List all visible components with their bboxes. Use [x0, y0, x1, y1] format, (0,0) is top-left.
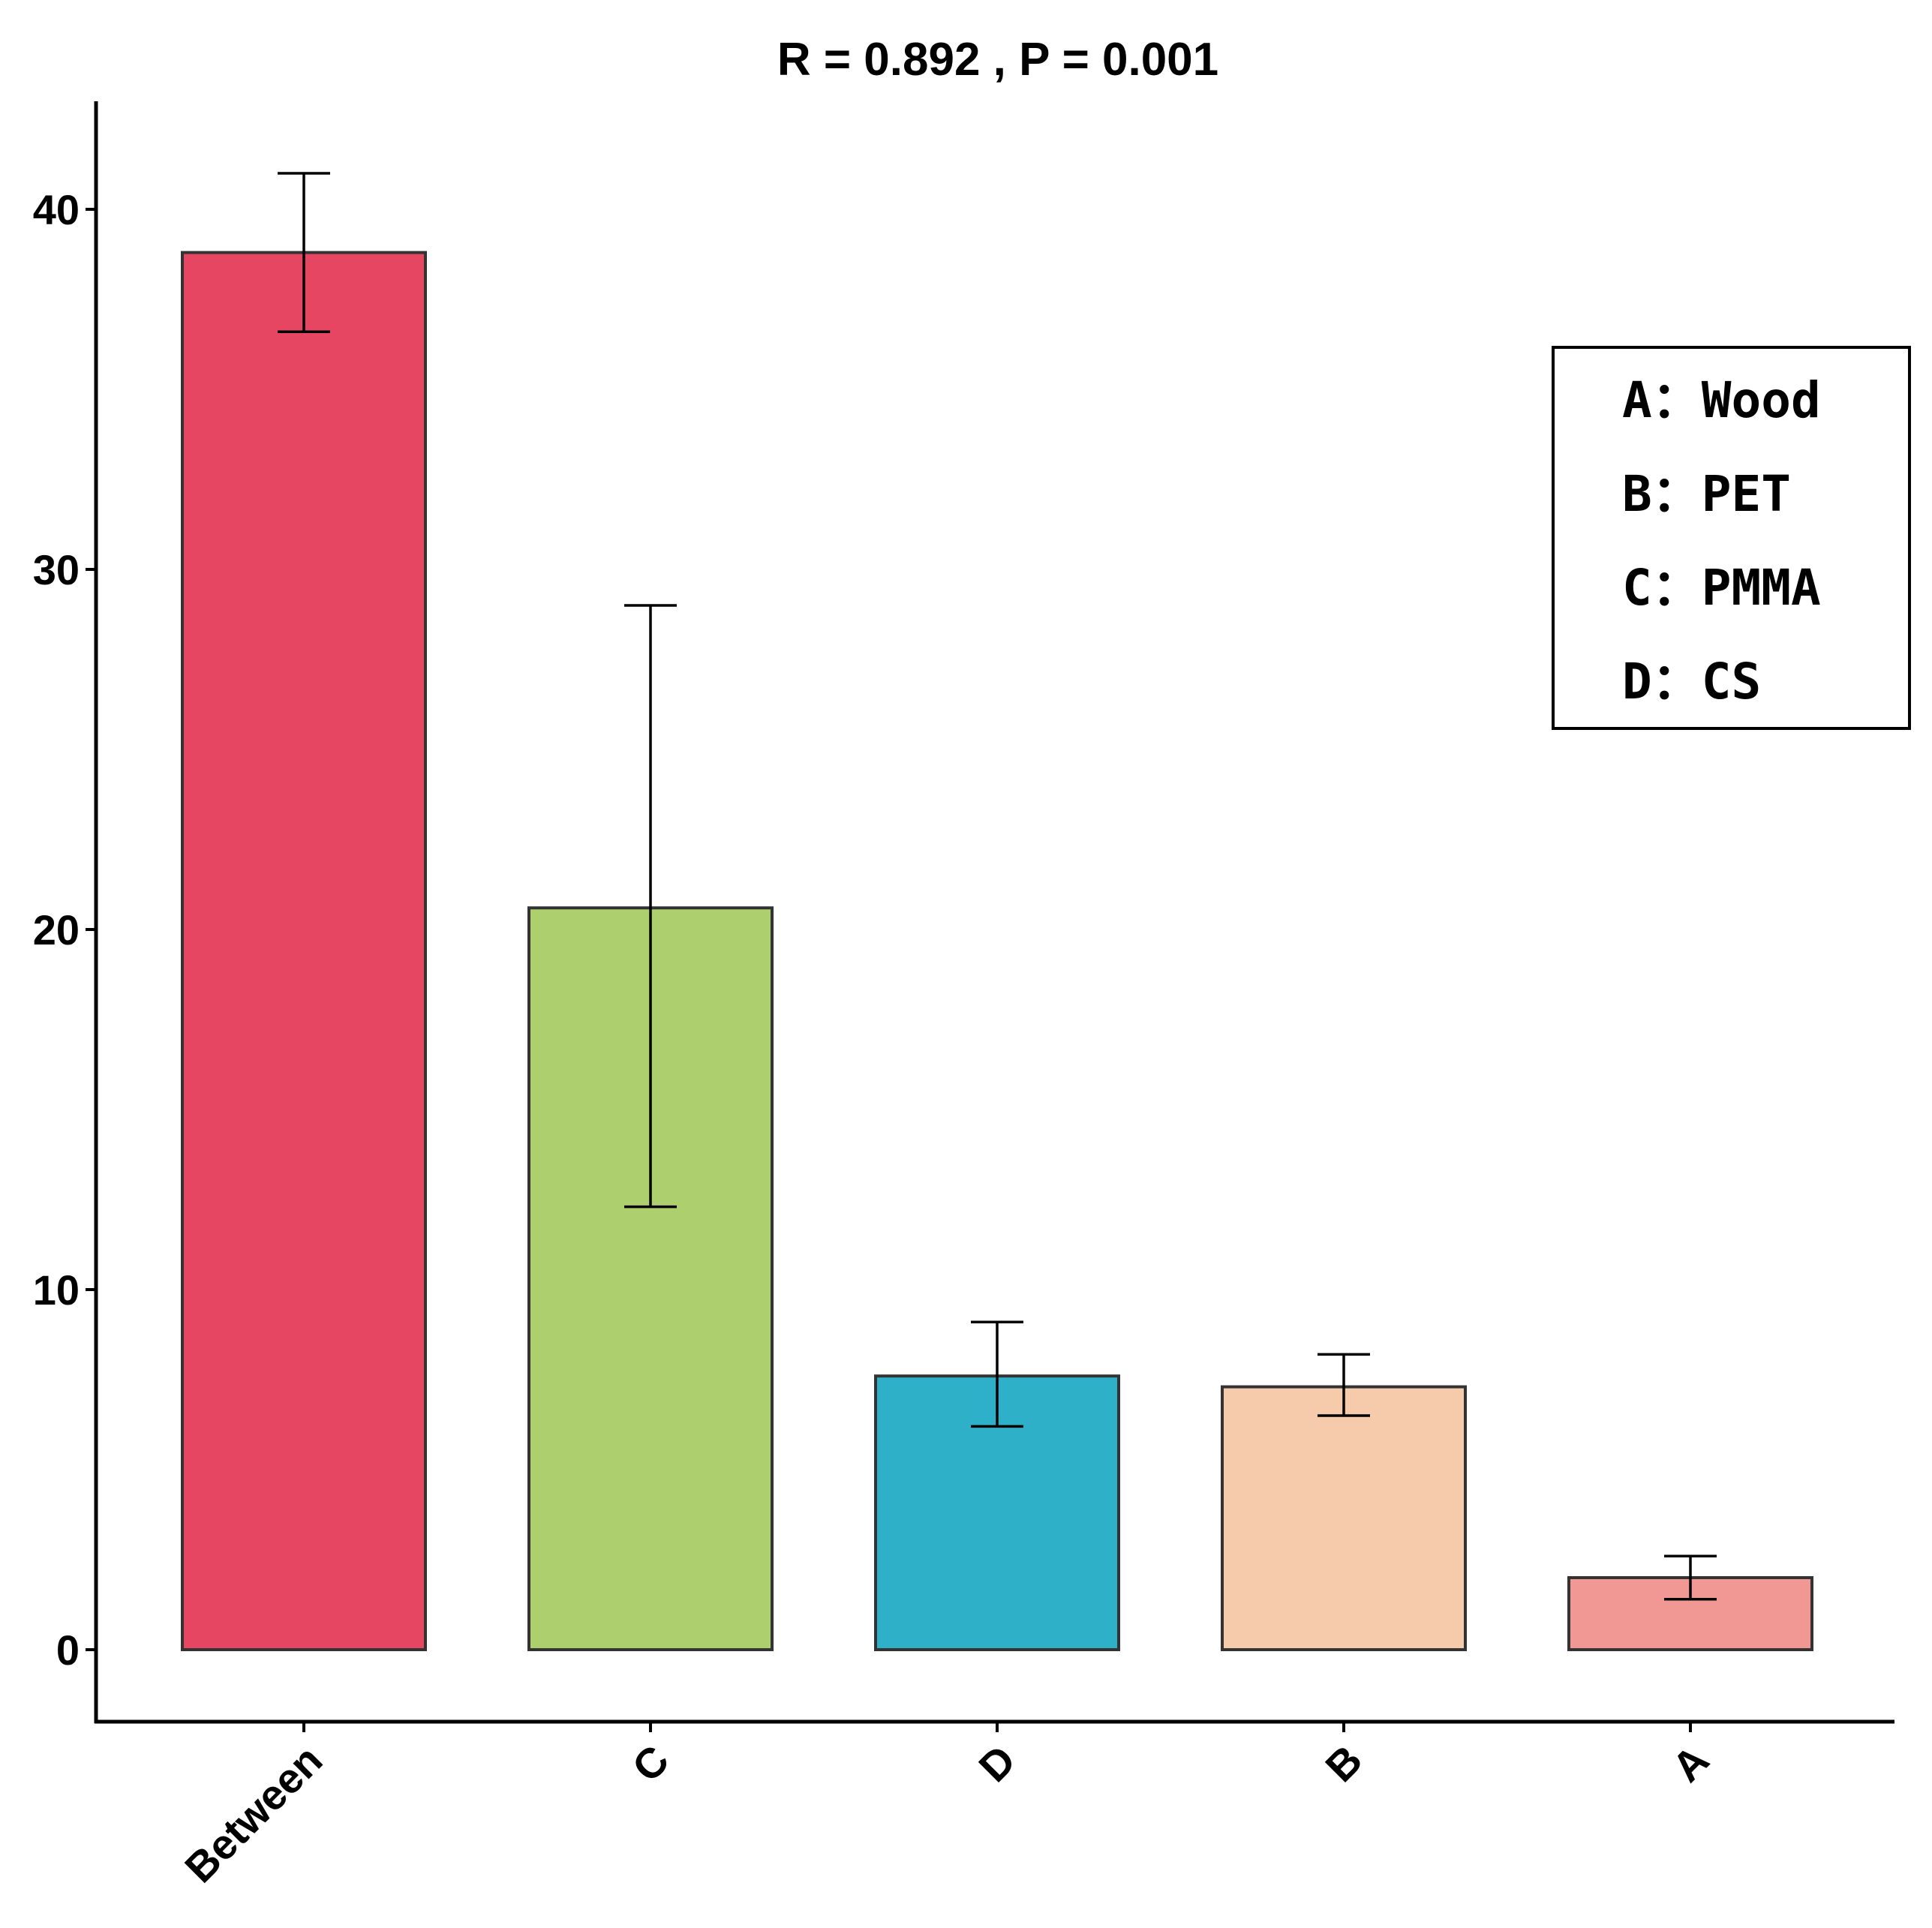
x-tick-label: B — [1316, 1736, 1371, 1791]
legend-box — [1552, 346, 1911, 730]
legend-entry: C：PMMA — [1622, 559, 1821, 617]
x-tick-label: Between — [176, 1736, 331, 1891]
y-tick-label: 0 — [56, 1626, 80, 1674]
y-tick-label: 20 — [33, 906, 80, 953]
legend-entry: A：Wood — [1622, 371, 1821, 429]
x-tick-label: D — [969, 1736, 1024, 1791]
legend: A：Wood B：PET C：PMMA D：CS — [1552, 346, 1911, 730]
y-tick-label: 40 — [33, 186, 80, 233]
x-tick-label: A — [1663, 1736, 1717, 1791]
x-tick-label: C — [623, 1736, 678, 1791]
legend-entry: D：CS — [1622, 653, 1761, 710]
y-tick-label: 30 — [33, 546, 80, 593]
bar-b — [1221, 1385, 1467, 1651]
y-tick-label: 10 — [33, 1266, 80, 1314]
bar-between — [181, 251, 427, 1652]
legend-entry: B：PET — [1622, 465, 1791, 523]
chart-title: R = 0.892 , P = 0.001 — [777, 34, 1218, 86]
bar-a — [1567, 1576, 1813, 1651]
error-bars-layer — [278, 172, 1717, 1601]
